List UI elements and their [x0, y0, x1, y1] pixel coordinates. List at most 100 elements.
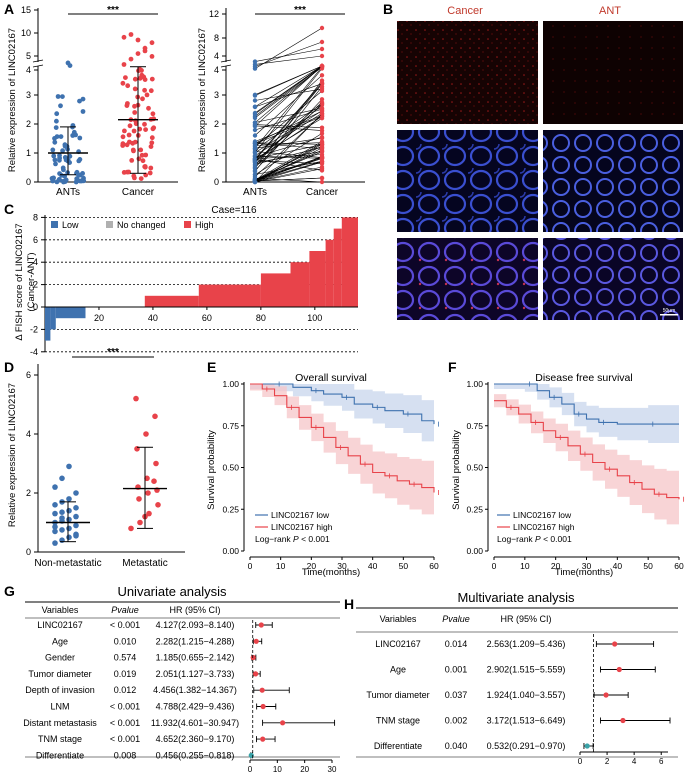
dot-ants	[55, 94, 61, 99]
dot-cancer	[131, 128, 137, 134]
dot-cancer	[319, 106, 325, 112]
svg-text:4: 4	[26, 65, 31, 75]
dot-cancer	[125, 83, 131, 89]
row-variable: Age	[390, 665, 406, 675]
panel-a-right-significance: ***	[294, 5, 306, 16]
dot-ants	[59, 173, 64, 178]
ytick-label: 1.00	[466, 379, 483, 389]
svg-text:8: 8	[214, 33, 219, 43]
xtick-label: 6	[659, 757, 664, 766]
ci-band-low	[250, 384, 434, 446]
micrograph-ant-merge	[543, 238, 683, 320]
dot-cancer	[319, 73, 325, 78]
dot-cancer	[139, 68, 144, 73]
dot-ants	[49, 176, 55, 181]
ci-band-high	[250, 384, 434, 521]
dot-metastatic	[151, 478, 157, 485]
panel-h-header-variables: Variables	[380, 614, 417, 624]
panel-g-header-hr: HR (95% CI)	[169, 605, 220, 615]
dot-cancer	[127, 123, 133, 129]
dot-ants	[51, 153, 57, 159]
dot-cancer	[146, 105, 151, 111]
panel-label-g: G	[4, 583, 15, 599]
panel-e-ylabel: Survival probability	[206, 430, 217, 510]
ytick-label: 8	[33, 212, 38, 222]
pair-line	[254, 161, 323, 182]
dot-ants	[80, 171, 85, 176]
bar-high	[341, 217, 358, 307]
panel-d-chart: 0 2 4 6 *** Non-metastatic Metastatic	[26, 347, 185, 569]
dot-nonmetastatic	[73, 513, 79, 520]
dot-cancer	[132, 103, 137, 109]
xtick-label: 20	[551, 561, 561, 571]
ytick-label: 2	[33, 280, 38, 290]
km-curve-low	[250, 383, 435, 425]
panel-a-left-ylabel: Relative expression of LINC02167	[7, 28, 18, 172]
xtick-label: 2	[605, 757, 610, 766]
xtick-label: 0	[492, 561, 497, 571]
row-hr: 1.185(0.655−2.142)	[156, 653, 235, 663]
dot-ants	[71, 129, 77, 135]
panel-h-header-pvalue: Pvalue	[442, 614, 470, 624]
dot-cancer	[319, 125, 325, 130]
ytick-label: 0.25	[222, 504, 239, 514]
dot-cancer	[319, 135, 325, 141]
xtick-label: 10	[276, 561, 286, 571]
bar-high	[144, 295, 199, 307]
km-curve-high	[494, 400, 680, 500]
panel-label-c: C	[4, 201, 14, 217]
dot-cancer	[120, 141, 126, 147]
pair-line	[254, 68, 323, 153]
xtick-label: 60	[429, 561, 439, 571]
dot-cancer	[126, 169, 132, 175]
legend-swatch-low	[51, 221, 58, 228]
dot-cancer	[151, 116, 157, 122]
pair-line	[254, 55, 323, 65]
ytick-label: 0	[33, 302, 38, 312]
dot-ants	[62, 155, 68, 160]
dot-cancer	[140, 96, 145, 102]
dot-cancer	[149, 76, 155, 82]
micrograph-cancer-linc02167	[397, 21, 538, 124]
dot-ants	[67, 63, 73, 68]
row-variable: Tumor diameter	[366, 690, 429, 700]
pair-line	[254, 177, 323, 182]
xtick-label: 40	[613, 561, 623, 571]
dot-cancer	[128, 56, 134, 62]
dot-nonmetastatic	[52, 528, 58, 535]
row-pvalue: < 0.001	[110, 702, 140, 712]
xtick-label: 50	[643, 561, 653, 571]
xtick-label: 30	[328, 765, 337, 772]
dot-ants	[64, 144, 70, 149]
bar-low	[50, 307, 56, 330]
dot-cancer	[120, 80, 126, 86]
panel-e-legend-high: LINC02167 high	[271, 522, 333, 532]
row-variable: Depth of invasion	[25, 685, 95, 695]
micrograph-ant-dapi	[543, 130, 683, 232]
km-curve-low	[494, 383, 679, 425]
dot-metastatic	[144, 475, 150, 482]
dot-cancer	[138, 176, 144, 182]
dot-metastatic	[128, 525, 134, 532]
dot-cancer	[120, 134, 126, 140]
pair-line	[254, 99, 323, 171]
xtick-label: 50	[399, 561, 409, 571]
bar-low	[55, 307, 86, 319]
bar-high	[333, 228, 342, 307]
dot-nonmetastatic	[66, 525, 72, 532]
svg-text:5: 5	[26, 51, 31, 61]
panel-f-logrank: Log−rank P < 0.001	[497, 534, 572, 544]
svg-text:4: 4	[214, 51, 219, 61]
panel-f-chart: 0.00 0.25 0.50 0.75 1.00 0 10 20 30 40 50 60	[466, 379, 685, 571]
ci-band-high	[494, 394, 679, 528]
panel-a-right-ylabel: Relative expression of LINC02167	[197, 28, 208, 172]
dot-ants	[54, 111, 60, 117]
row-variable: Tumor diameter	[28, 669, 91, 679]
dot-nonmetastatic	[66, 496, 72, 502]
pair-line	[254, 144, 323, 159]
dot-cancer	[132, 76, 138, 82]
dot-cancer	[139, 72, 145, 78]
row-variable: TNM stage	[376, 716, 420, 726]
dot-ants	[252, 92, 258, 98]
